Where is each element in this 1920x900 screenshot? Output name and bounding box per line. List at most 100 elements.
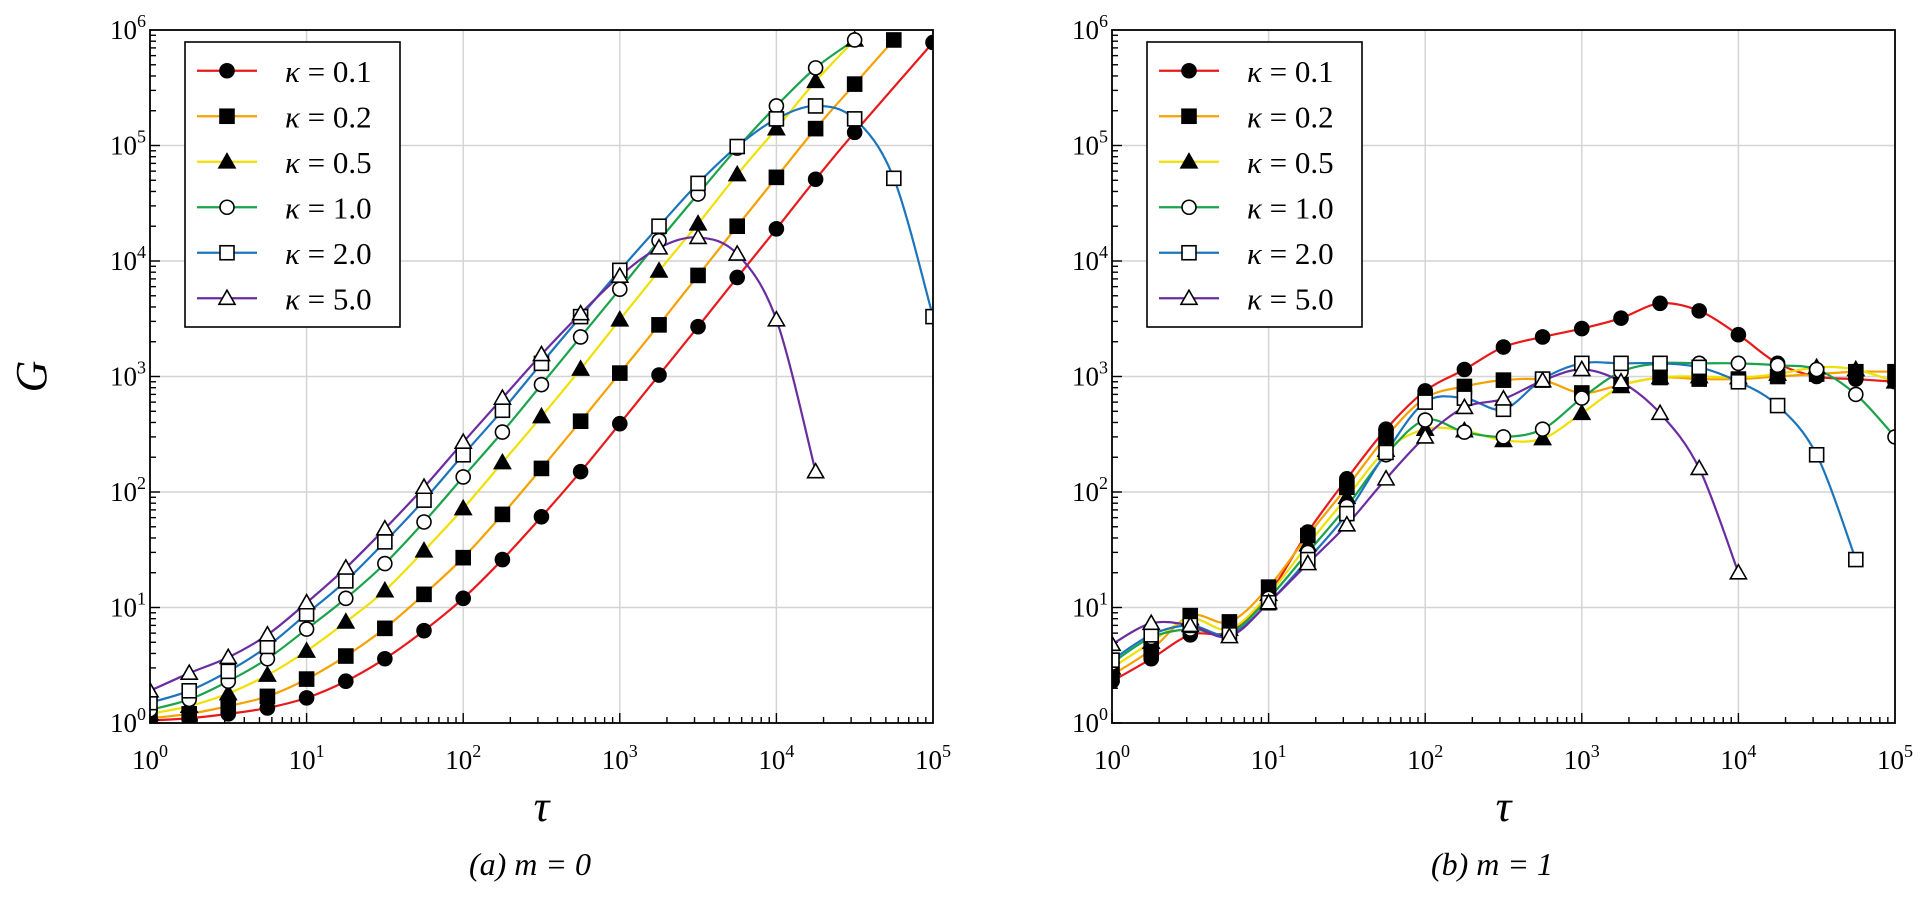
data-point	[846, 111, 863, 127]
data-point	[610, 266, 630, 283]
axis-ticks	[1111, 34, 1889, 724]
data-point	[768, 98, 785, 114]
legend: κ = 0.1 κ = 0.2 κ = 0.5 κ = 1.0 κ = 2.0 κ = 5…	[1146, 41, 1363, 328]
x-axis-label: τ	[534, 782, 552, 831]
data-point	[455, 549, 472, 566]
x-tick-label: 100	[132, 741, 168, 775]
legend-marker	[219, 62, 235, 79]
data-point	[1495, 372, 1512, 388]
data-point	[259, 688, 276, 705]
data-point	[1572, 359, 1592, 377]
data-point	[455, 446, 472, 463]
data-point	[453, 498, 473, 516]
data-point	[377, 650, 393, 667]
data-point	[806, 461, 826, 479]
data-point	[729, 138, 746, 155]
legend-box	[184, 41, 401, 328]
legend-label: κ = 2.0	[285, 236, 372, 271]
data-point	[1415, 427, 1435, 444]
legend-item: κ = 5.0	[1159, 281, 1334, 316]
data-point	[257, 625, 277, 642]
y-tick-label: 103	[1072, 358, 1108, 392]
data-point	[846, 76, 863, 92]
y-tick-label: 100	[1072, 704, 1108, 738]
data-point	[375, 519, 395, 536]
data-point	[455, 469, 472, 485]
data-point	[338, 573, 354, 589]
x-tick-label: 101	[289, 741, 325, 775]
tick-labels: 100 101 102 103 104 105 100 101 102 103 104 105 106	[1072, 11, 1913, 775]
series-markers-6	[150, 227, 826, 698]
data-point	[1417, 394, 1433, 410]
data-point	[846, 124, 863, 141]
data-point	[611, 415, 628, 432]
data-point	[492, 452, 512, 470]
tick-labels: 100 101 102 103 104 105 100 101 102 103 104 105 106	[110, 11, 951, 775]
data-point	[220, 663, 237, 680]
legend-marker	[217, 152, 237, 169]
data-point	[1689, 366, 1709, 384]
data-point	[571, 359, 591, 376]
data-point	[1652, 295, 1668, 312]
data-point	[1846, 359, 1866, 377]
data-point	[150, 694, 158, 711]
data-point	[1112, 652, 1120, 668]
legend-label: κ = 0.5	[1247, 145, 1334, 180]
data-point	[1112, 667, 1120, 683]
data-point	[1219, 626, 1239, 644]
data-point	[925, 34, 933, 51]
data-point	[1848, 551, 1864, 568]
plot-frame	[1111, 29, 1896, 724]
data-point	[1141, 613, 1161, 631]
data-point	[533, 460, 550, 477]
data-point	[572, 463, 589, 480]
data-point	[572, 413, 589, 430]
data-point	[1613, 355, 1629, 372]
legend: κ = 0.1 κ = 0.2 κ = 0.5 κ = 1.0 κ = 2.0 κ = 5…	[184, 41, 401, 328]
data-point	[729, 218, 746, 235]
data-point	[298, 621, 315, 637]
x-tick-label: 105	[1877, 741, 1913, 775]
data-point	[1650, 403, 1670, 421]
data-point	[1848, 386, 1864, 403]
data-point	[1652, 355, 1668, 372]
data-point	[1691, 359, 1708, 376]
chart-panel-b: 100 101 102 103 104 105 100 101 102 103 104 105 106 τ…	[1072, 11, 1913, 882]
data-point	[1534, 421, 1551, 437]
data-point	[1730, 355, 1747, 372]
data-point	[571, 303, 591, 321]
data-point	[690, 267, 706, 284]
y-tick-label: 102	[1072, 473, 1108, 507]
legend-marker	[1181, 199, 1197, 216]
data-point	[807, 171, 824, 188]
chart-panel-a: 100 101 102 103 104 105 100 101 102 103 104 105 106 τ…	[7, 11, 951, 882]
data-point	[414, 541, 434, 558]
data-point	[375, 580, 395, 598]
y-tick-label: 104	[110, 242, 146, 276]
data-point	[1574, 390, 1590, 406]
data-point	[649, 261, 669, 278]
data-point	[494, 506, 511, 523]
data-point	[1494, 389, 1513, 406]
legend-item: κ = 0.5	[1159, 145, 1334, 180]
data-point	[298, 690, 315, 706]
data-point	[1298, 553, 1318, 571]
legend-marker	[1181, 244, 1197, 261]
legend-label: κ = 0.2	[1247, 99, 1334, 134]
data-point	[1534, 329, 1551, 345]
data-point	[1533, 371, 1553, 388]
data-point	[533, 508, 550, 525]
data-point	[533, 376, 550, 393]
data-point	[414, 477, 434, 495]
x-tick-label: 100	[1094, 741, 1130, 775]
data-point	[377, 534, 393, 550]
y-tick-label: 106	[110, 11, 146, 45]
legend-marker	[1181, 108, 1197, 125]
series-group	[150, 30, 933, 723]
legend-marker	[217, 288, 237, 306]
data-point	[611, 281, 628, 297]
data-point	[649, 238, 669, 255]
data-point	[807, 120, 824, 137]
legend-marker	[1181, 62, 1197, 79]
data-point	[1259, 593, 1279, 610]
